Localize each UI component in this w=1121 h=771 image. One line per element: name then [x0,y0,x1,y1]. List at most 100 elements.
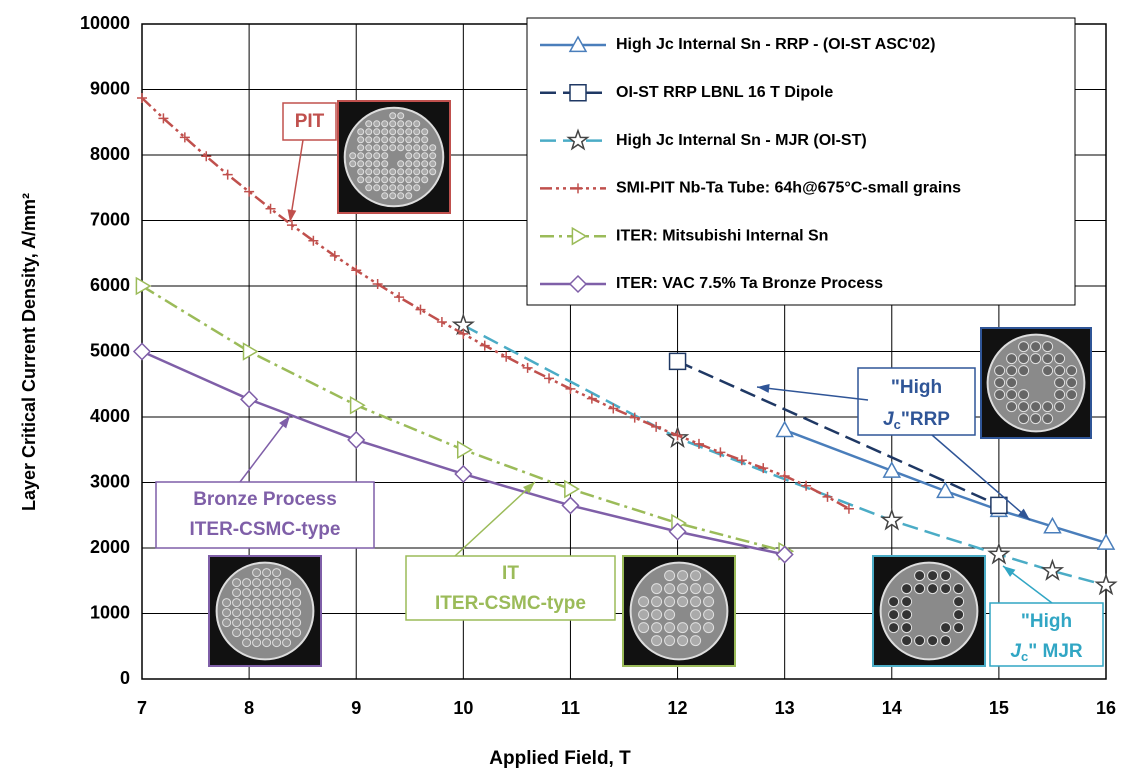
marker [415,304,426,315]
line [462,324,1107,587]
micrograph-cell [373,168,381,176]
annotation-arrow [931,434,1031,521]
annotation-segment: ITER-CSMC-type [190,519,341,540]
micrograph-cell [953,622,965,634]
marker [668,522,687,541]
micrograph-cell [252,578,262,588]
micrograph [208,555,322,667]
micrograph-cell [1054,401,1066,413]
micrograph-cell [365,168,373,176]
micrograph-cell [282,638,292,648]
micrograph-cell [232,598,242,608]
marker [137,93,147,104]
micrograph-cell [1006,365,1018,377]
micrograph-cell [365,144,373,152]
marker [244,186,255,197]
annotation-arrow [454,481,536,557]
micrograph-cell [242,578,252,588]
micrograph-cell [429,168,437,176]
micrograph-cell [901,622,913,634]
micrograph-cell [1006,377,1018,389]
micrograph-cell [272,578,282,588]
x-tick-label: 13 [775,698,795,718]
micrograph-cell [349,152,357,160]
micrograph-cell [272,588,282,598]
micrograph-cell [421,176,429,184]
micrograph-cell [429,160,437,168]
micrograph-cell [397,128,405,136]
legend-marker [573,183,583,194]
y-tick-label: 0 [120,668,130,688]
micrograph-cell [1006,353,1018,365]
micrograph-cell [953,609,965,621]
y-tick-label: 1000 [90,602,130,622]
micrograph-cell [262,608,272,618]
micrograph-cell [940,570,952,582]
micrograph-cell [690,609,702,621]
micrograph-cell [677,583,689,595]
legend-marker [568,274,588,294]
micrograph-cell [282,628,292,638]
annotation-arrow [756,386,869,401]
micrograph-cell [1054,377,1066,389]
micrograph-cell [381,192,389,200]
y-tick-label: 10000 [80,13,130,33]
legend-label: OI-ST RRP LBNL 16 T Dipole [616,84,833,101]
legend-marker [571,226,588,246]
micrograph-cell [664,570,676,582]
micrograph-cell [651,596,663,608]
micrograph-cell [1018,353,1030,365]
marker [880,508,904,531]
legend-box [526,17,1076,306]
micrograph-cell [397,176,405,184]
x-tick-label: 10 [453,698,473,718]
micrograph [872,555,986,667]
micrograph-cell [429,152,437,160]
micrograph-cell [677,622,689,634]
annotation-segment: " MJR [1028,641,1083,662]
micrograph-cell [953,583,965,595]
micrograph-cell [994,389,1006,401]
y-tick-label: 3000 [90,471,130,491]
micrograph-cell [690,635,702,647]
micrograph [980,327,1092,439]
micrograph-cell [405,160,413,168]
annotation-box [857,367,976,436]
micrograph-cell [421,168,429,176]
marker [349,395,366,415]
marker [240,390,259,409]
micrograph-cell [1066,389,1078,401]
micrograph-cell [365,136,373,144]
marker [222,169,233,180]
micrograph-cell [901,596,913,608]
micrograph-cell [1054,389,1066,401]
micrograph-cell [357,128,365,136]
micrograph-cell [1042,365,1054,377]
micrograph-cell [232,578,242,588]
micrograph-cell [651,622,663,634]
annotation-text: PIT [295,111,325,132]
marker [158,113,169,124]
micrograph-cell [1030,401,1042,413]
marker [372,279,383,290]
micrograph-cell [357,152,365,160]
marker [1094,573,1118,596]
y-tick-label: 7000 [90,209,130,229]
micrograph-cell [664,635,676,647]
series [775,420,1116,550]
micrograph-cell [664,609,676,621]
annotation-arrowhead [757,383,770,393]
legend-label: SMI-PIT Nb-Ta Tube: 64h@675°C-small grai… [616,180,961,197]
marker [454,464,473,484]
micrograph-cell [421,160,429,168]
micrograph-cell [252,568,262,578]
micrograph-cell [953,596,965,608]
marker [672,430,683,441]
annotation-arrow [239,415,291,483]
micrograph-cell [262,588,272,598]
marker [668,352,687,371]
marker [501,351,512,362]
micrograph-cell [940,635,952,647]
micrograph-cell [242,598,252,608]
micrograph-cell [252,618,262,628]
